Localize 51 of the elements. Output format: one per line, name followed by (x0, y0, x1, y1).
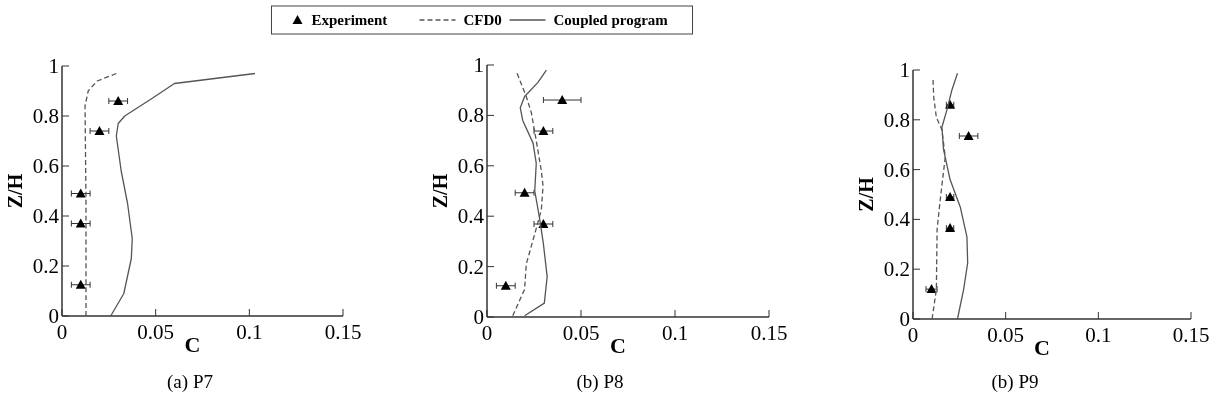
line-series (110, 72, 256, 317)
line-series (84, 72, 117, 317)
y-tick-label: 0.4 (32, 204, 60, 228)
text: (a) P7 (167, 371, 213, 393)
y-axis-title: Z/H (4, 173, 26, 209)
y-tick-label: 0 (48, 304, 59, 328)
x-tick-label: 0.05 (562, 321, 600, 345)
y-tick-label: 0 (473, 305, 484, 329)
point (75, 218, 86, 228)
x-tick-label: 0.15 (750, 321, 788, 345)
y-tick-label: 0.6 (883, 157, 910, 182)
point (75, 279, 86, 289)
point (557, 95, 568, 105)
point (75, 188, 86, 198)
line-series (512, 72, 544, 317)
legend-label: CFD0 (463, 12, 502, 28)
y-tick-label: 0.2 (32, 254, 59, 278)
y-axis-title: Z/H (429, 173, 451, 209)
x-tick-label: 0.15 (1172, 323, 1210, 347)
y-tick-label: 0.4 (883, 207, 911, 232)
y-tick-label: 1 (48, 54, 59, 78)
x-tick-label: 0.1 (1085, 323, 1112, 347)
y-tick-label: 0.4 (457, 204, 485, 229)
y-tick-label: 0.8 (32, 104, 59, 128)
x-tick-label: 0.15 (324, 320, 362, 344)
point (963, 130, 974, 140)
point (113, 96, 124, 105)
y-tick-label: 0.6 (457, 153, 484, 178)
legend-label: Experiment (311, 12, 388, 28)
x-axis-title: C (610, 333, 626, 358)
text: (b) P9 (991, 371, 1039, 393)
y-tick-label: 0.6 (32, 154, 59, 178)
point (538, 126, 549, 136)
x-tick-label: 0.1 (236, 320, 263, 344)
y-tick-label: 0.8 (457, 103, 484, 128)
x-tick-label: 0.05 (987, 323, 1025, 347)
x-tick-label: 0.1 (661, 321, 689, 345)
point (94, 126, 105, 135)
x-axis-title: C (184, 332, 201, 357)
x-axis-title: C (1034, 335, 1050, 360)
x-tick-label: 0.05 (137, 320, 175, 344)
y-tick-label: 0.2 (883, 257, 910, 282)
text: (b) P8 (576, 371, 624, 393)
y-tick-label: 0.2 (457, 254, 484, 279)
point (519, 187, 530, 197)
y-tick-label: 0.8 (883, 107, 910, 132)
y-tick-label: 1 (473, 53, 484, 77)
point (500, 280, 511, 290)
y-tick-label: 1 (899, 58, 910, 82)
legend-label: Coupled program (553, 12, 669, 28)
y-axis-title: Z/H (855, 176, 877, 212)
